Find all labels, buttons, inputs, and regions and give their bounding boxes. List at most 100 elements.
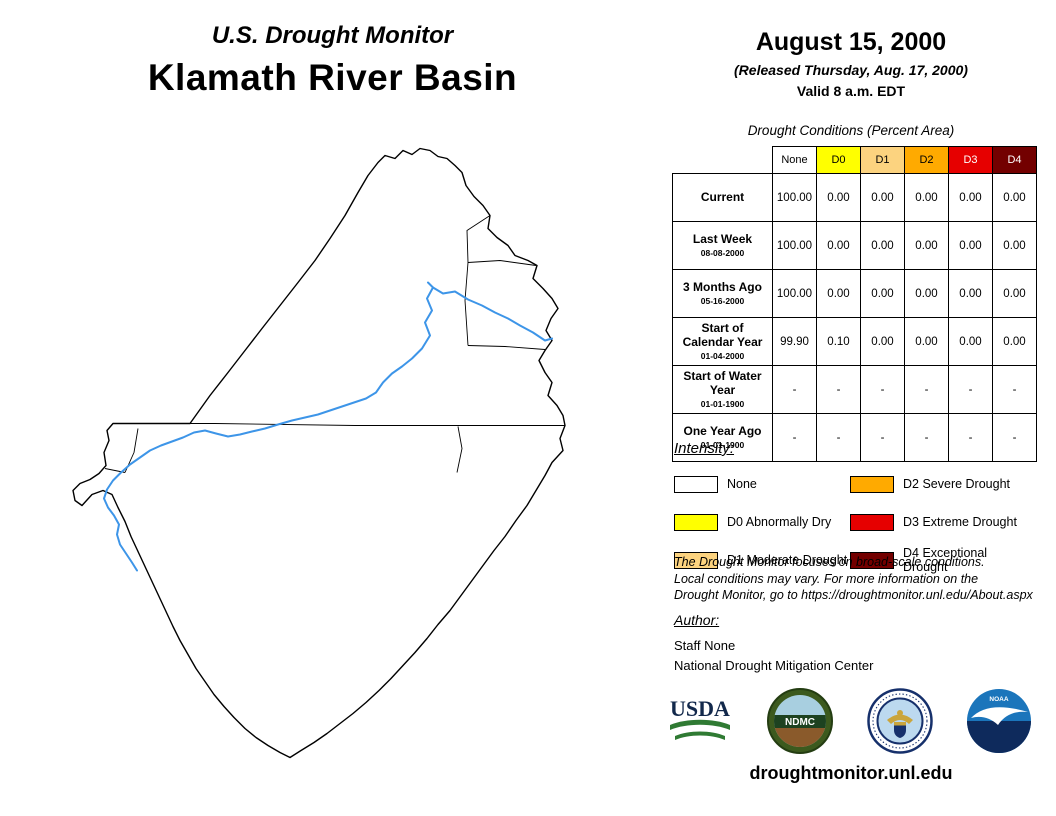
legend-grid: None D0 Abnormally Dry D1 Moderate Droug… bbox=[674, 470, 1032, 574]
usda-logo-text: USDA bbox=[670, 696, 730, 721]
ndmc-banner bbox=[774, 715, 827, 728]
klamath-basin-map-svg bbox=[72, 147, 566, 759]
legend-label: D3 Extreme Drought bbox=[903, 515, 1017, 529]
noaa-sea bbox=[966, 721, 1031, 753]
disclaimer-line: The Drought Monitor focuses on broad-sca… bbox=[674, 555, 985, 569]
table-cell: 0.00 bbox=[860, 173, 905, 222]
doc-eagle-head bbox=[896, 710, 903, 716]
legend-label: D1 Moderate Drought bbox=[727, 553, 848, 567]
column-header-d3: D3 bbox=[948, 146, 993, 174]
row-label: One Year Ago bbox=[683, 423, 762, 438]
table-row-start-calendar-year: Start of Calendar Year 01-04-2000 99.90 … bbox=[672, 317, 1037, 366]
table-cell: 0.00 bbox=[948, 317, 993, 366]
legend-swatch-d0 bbox=[674, 513, 718, 531]
table-cell: - bbox=[948, 365, 993, 414]
table-cell: 0.00 bbox=[816, 269, 861, 318]
author-organization: National Drought Mitigation Center bbox=[674, 658, 874, 673]
table-cell: 0.00 bbox=[992, 221, 1037, 270]
legend-swatch-d4 bbox=[850, 551, 894, 569]
column-header-d4: D4 bbox=[992, 146, 1037, 174]
legend-item-d4: D4 Exceptional Drought bbox=[850, 546, 1032, 574]
legend-item-d2: D2 Severe Drought bbox=[850, 470, 1032, 498]
doc-shield bbox=[893, 722, 906, 738]
legend-item-d3: D3 Extreme Drought bbox=[850, 508, 1032, 536]
table-cell: - bbox=[992, 413, 1037, 462]
table-cell: 0.00 bbox=[948, 221, 993, 270]
doc-ring-text bbox=[872, 693, 928, 749]
county-line-south-vertical bbox=[456, 426, 463, 473]
table-row-last-week: Last Week 08-08-2000 100.00 0.00 0.00 0.… bbox=[672, 221, 1037, 270]
disclaimer-text: The Drought Monitor focuses on broad-sca… bbox=[674, 554, 1056, 604]
noaa-logo: NOAA bbox=[966, 689, 1031, 753]
row-label: Start of Calendar Year bbox=[682, 321, 763, 349]
site-url: droughtmonitor.unl.edu bbox=[749, 763, 953, 783]
legend-swatch-none bbox=[674, 475, 718, 493]
column-header-d2: D2 bbox=[904, 146, 949, 174]
row-header: Start of Calendar Year 01-04-2000 bbox=[672, 317, 773, 366]
legend-label: None bbox=[727, 477, 757, 491]
title-block: U.S. Drought Monitor Klamath River Basin bbox=[60, 22, 605, 99]
table-cell: - bbox=[948, 413, 993, 462]
table-cell: 0.10 bbox=[816, 317, 861, 366]
table-cell: - bbox=[772, 413, 817, 462]
author-block: Author: Staff None National Drought Miti… bbox=[674, 612, 873, 673]
table-cell: 0.00 bbox=[904, 317, 949, 366]
county-line-northeast-lower bbox=[467, 345, 546, 350]
table-cell: - bbox=[816, 413, 861, 462]
legend-label: D0 Abnormally Dry bbox=[727, 515, 832, 529]
table-cell: 0.00 bbox=[948, 173, 993, 222]
noaa-gull bbox=[970, 707, 1028, 725]
row-header: Current bbox=[672, 173, 773, 222]
column-header-none: None bbox=[772, 146, 817, 174]
legend-item-d0: D0 Abnormally Dry bbox=[674, 508, 850, 536]
intensity-legend: Intensity: None D0 Abnormally Dry D1 Mod… bbox=[674, 440, 1032, 574]
doc-shield-chief bbox=[893, 722, 906, 726]
klamath-river-upper-fork bbox=[432, 286, 553, 342]
row-date: 01-01-1900 bbox=[700, 440, 745, 451]
table-cell: 100.00 bbox=[772, 173, 817, 222]
row-date: 08-08-2000 bbox=[700, 248, 745, 259]
table-corner-cell bbox=[673, 147, 773, 174]
row-date: 05-16-2000 bbox=[700, 296, 745, 307]
doc-inner-field bbox=[876, 697, 924, 745]
drought-conditions-table: None D0 D1 D2 D3 D4 Current 100.00 0.00 … bbox=[672, 146, 1037, 462]
legend-swatch-d3 bbox=[850, 513, 894, 531]
table-cell: 0.00 bbox=[904, 173, 949, 222]
row-header: 3 Months Ago 05-16-2000 bbox=[672, 269, 773, 318]
disclaimer-line: Drought Monitor, go to https://droughtmo… bbox=[674, 588, 1033, 602]
ndmc-logo: NDMC bbox=[767, 688, 834, 754]
table-cell: 100.00 bbox=[772, 269, 817, 318]
date-block: August 15, 2000 (Released Thursday, Aug.… bbox=[672, 28, 1030, 99]
legend-item-none: None bbox=[674, 470, 850, 498]
table-cell: 0.00 bbox=[992, 269, 1037, 318]
table-title: Drought Conditions (Percent Area) bbox=[747, 123, 955, 138]
usda-swoosh-lower bbox=[675, 731, 725, 740]
klamath-river-main bbox=[103, 281, 434, 572]
department-of-commerce-seal bbox=[866, 688, 933, 754]
row-date: 01-04-2000 bbox=[700, 350, 745, 361]
table-cell: - bbox=[860, 365, 905, 414]
county-line-northeast-upper bbox=[467, 260, 537, 266]
legend-label: D4 Exceptional Drought bbox=[903, 546, 988, 574]
table-cell: 0.00 bbox=[992, 317, 1037, 366]
intensity-title: Intensity: bbox=[674, 440, 735, 457]
basin-map bbox=[55, 128, 575, 783]
legend-label: D2 Severe Drought bbox=[903, 477, 1011, 491]
row-header: Start of Water Year 01-01-1900 bbox=[672, 365, 773, 414]
table-cell: 0.00 bbox=[992, 173, 1037, 222]
table-row-current: Current 100.00 0.00 0.00 0.00 0.00 0.00 bbox=[672, 173, 1037, 222]
table-cell: 0.00 bbox=[860, 221, 905, 270]
table-cell: - bbox=[992, 365, 1037, 414]
table-row-one-year-ago: One Year Ago 01-01-1900 - - - - - - bbox=[672, 413, 1037, 462]
row-header: One Year Ago 01-01-1900 bbox=[672, 413, 773, 462]
author-title: Author: bbox=[674, 612, 720, 628]
logo-row: USDA NDMC NOAA bbox=[666, 688, 1032, 754]
table-cell: 0.00 bbox=[904, 221, 949, 270]
legend-swatch-d2 bbox=[850, 475, 894, 493]
table-cell: 100.00 bbox=[772, 221, 817, 270]
region-title: Klamath River Basin bbox=[147, 57, 518, 98]
table-cell: - bbox=[904, 365, 949, 414]
usda-swoosh-upper bbox=[670, 719, 730, 730]
row-label: Current bbox=[700, 189, 745, 204]
table-cell: 0.00 bbox=[860, 269, 905, 318]
